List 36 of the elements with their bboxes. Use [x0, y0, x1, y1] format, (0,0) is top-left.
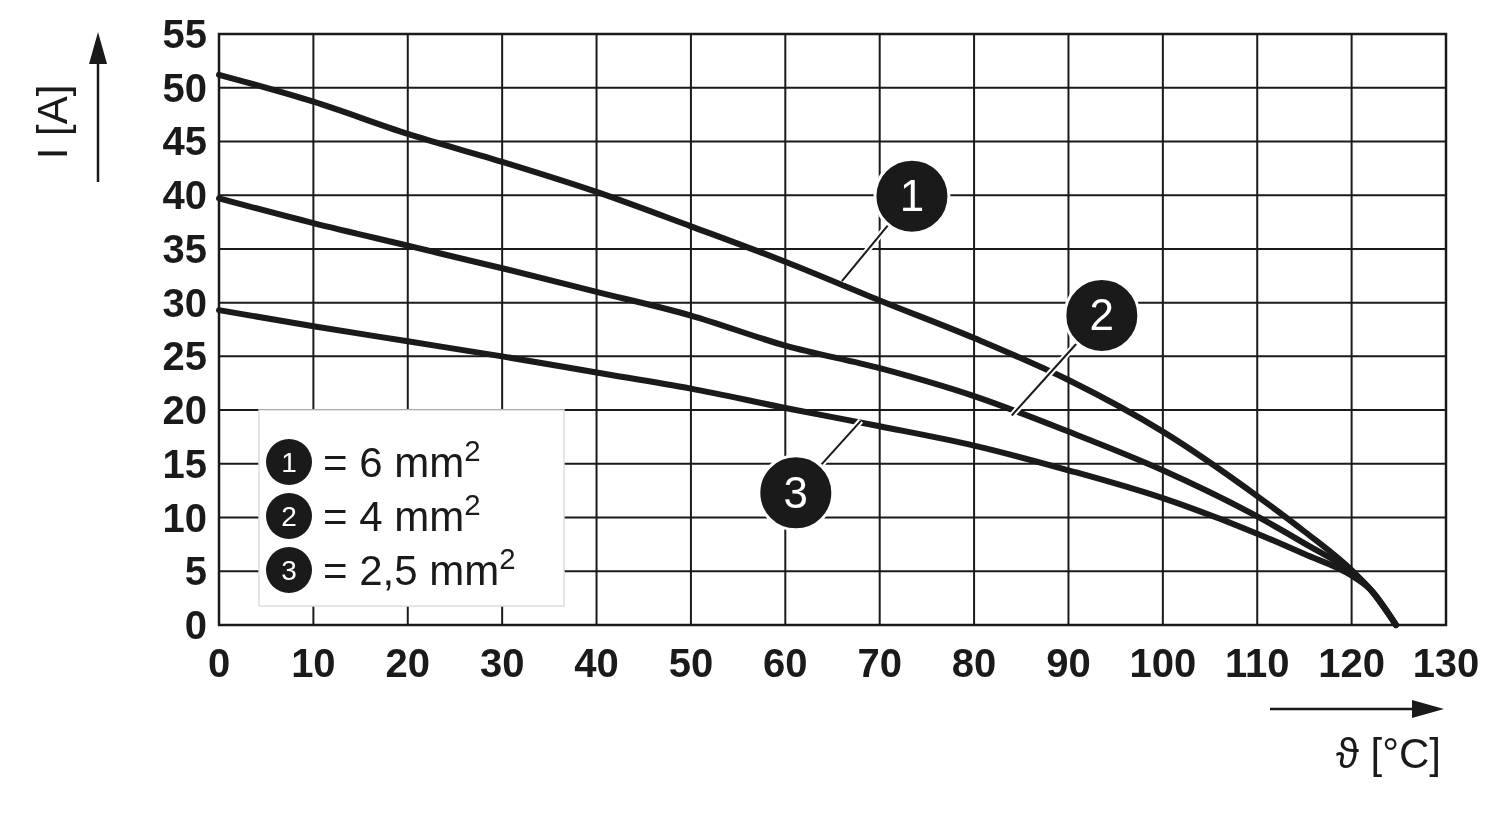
y-tick-label: 50 [162, 65, 207, 110]
x-tick-label: 90 [1046, 641, 1091, 685]
y-axis-title: I [A] [29, 84, 76, 160]
y-tick-label: 15 [162, 441, 207, 486]
x-axis-title: ϑ [°C] [1335, 730, 1441, 777]
text: 3 [281, 555, 297, 586]
x-tick-label: 100 [1129, 641, 1197, 685]
y-tick-label: 45 [162, 119, 207, 164]
text: 1 [281, 447, 297, 478]
legend-label: = 6 mm$^{2}$ [323, 433, 481, 486]
x-tick-label: 130 [1412, 641, 1480, 685]
y-tick-label: 30 [162, 280, 207, 325]
x-tick-label: 80 [951, 641, 997, 685]
annotation: 3 [783, 467, 809, 517]
x-tick-label: 60 [763, 641, 808, 685]
y-tick-label: 10 [162, 495, 207, 540]
x-tick-label: 40 [574, 641, 619, 685]
y-tick-label: 40 [162, 173, 207, 218]
y-tick-label: 5 [184, 549, 207, 594]
x-tick-label: 50 [668, 641, 714, 685]
x-tick-label: 20 [385, 641, 431, 685]
x-tick-label: 110 [1224, 641, 1290, 685]
x-tick-label: 70 [857, 641, 902, 685]
x-tick-label: 10 [291, 641, 336, 685]
text: 2 [281, 501, 297, 532]
annotation: 1 [899, 171, 925, 221]
x-tick-label: 30 [479, 641, 525, 685]
y-tick-label: 55 [162, 12, 207, 56]
y-tick-label: 0 [184, 603, 207, 647]
legend-label: = 4 mm$^{2}$ [323, 487, 481, 540]
y-tick-label: 20 [162, 388, 207, 433]
y-tick-label: 35 [162, 226, 207, 271]
x-tick-label: 120 [1318, 641, 1385, 685]
legend-label: = 2,5 mm$^{2}$ [323, 541, 516, 594]
y-tick-label: 25 [162, 334, 207, 379]
annotation: 2 [1089, 290, 1115, 340]
